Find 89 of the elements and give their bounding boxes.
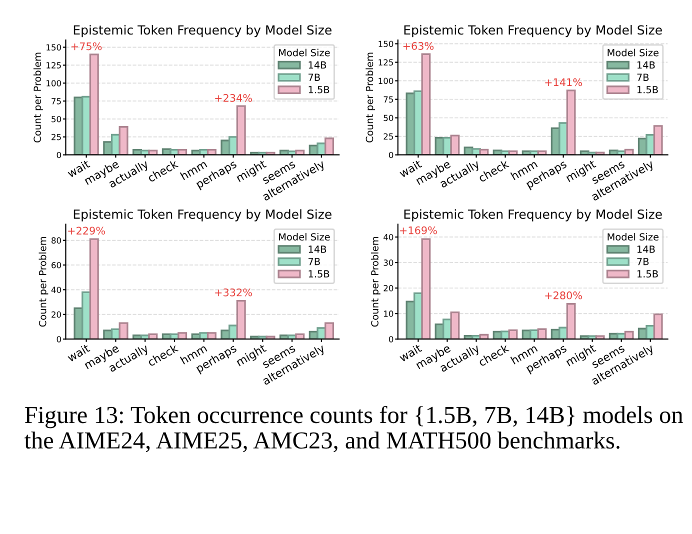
bar (508, 329, 518, 340)
bar (595, 152, 605, 155)
y-tick-label: 0 (56, 336, 62, 342)
legend-title: Model Size (608, 48, 659, 56)
bar (178, 332, 188, 340)
annotation: +63% (403, 42, 434, 50)
legend-label: 7B (637, 258, 649, 266)
bar (266, 152, 276, 155)
bar (566, 90, 576, 155)
bar (653, 314, 663, 340)
bar (421, 238, 431, 340)
y-tick-label: 40 (51, 286, 62, 293)
annotation: +229% (68, 226, 105, 235)
legend-title: Model Size (608, 233, 659, 241)
legend-label: 14B (308, 246, 326, 253)
bar (450, 311, 460, 340)
annotation: +332% (215, 288, 252, 296)
y-tick-label: 0 (388, 336, 394, 342)
y-tick-label: 25 (384, 133, 394, 140)
bar (624, 148, 634, 155)
legend-label: 14B (637, 61, 655, 69)
chart-title: Epistemic Token Frequency by Model Size (74, 24, 332, 38)
y-tick-label: 40 (384, 234, 394, 240)
legend-label: 1.5B (637, 86, 658, 94)
annotation: +169% (400, 226, 437, 234)
chart-title: Epistemic Token Frequency by Model Size (404, 24, 662, 38)
y-tick-label: 20 (384, 285, 394, 292)
y-tick-label: 10 (384, 310, 394, 317)
bar (236, 105, 246, 155)
bar (118, 322, 128, 340)
legend-label: 7B (308, 74, 320, 81)
legend-label: 1.5B (308, 270, 330, 278)
bar (89, 54, 99, 155)
legend-label: 1.5B (308, 86, 330, 94)
y-tick-label: 80 (52, 237, 62, 244)
y-tick-label: 30 (384, 260, 394, 266)
bar (295, 150, 305, 155)
y-tick-label: 125 (378, 59, 394, 66)
legend-label: 1.5B (637, 270, 658, 278)
bar (178, 149, 188, 155)
bar (324, 322, 334, 340)
y-tick-label: 150 (378, 40, 394, 48)
y-tick-label: 50 (384, 114, 394, 122)
chart-title: Epistemic Token Frequency by Model Size (74, 209, 332, 222)
y-tick-label: 75 (384, 96, 394, 103)
caption: Figure 13: Token occurrence counts for {1.5B, 7B, 14B} models on the AIME24, AIME25, AMC23, and MATH500 benchmarks. (24, 406, 683, 452)
bar (148, 150, 158, 155)
annotation: +75% (71, 42, 102, 50)
bar (537, 328, 547, 340)
bar (450, 134, 460, 155)
chart-title: Epistemic Token Frequency by Model Size (404, 209, 662, 222)
bar (148, 333, 158, 340)
y-axis-title: Count per Problem (38, 237, 48, 327)
bar (324, 138, 334, 155)
legend-label: 7B (308, 258, 320, 266)
bar (421, 53, 431, 155)
y-tick-label: 25 (52, 134, 61, 140)
y-tick-label: 100 (46, 80, 62, 86)
annotation: +280% (545, 291, 582, 300)
bar (206, 332, 216, 340)
y-tick-label: 0 (56, 152, 62, 158)
y-axis-title: Count per Problem (370, 237, 380, 327)
legend-label: 14B (308, 61, 326, 69)
annotation: +234% (215, 94, 252, 102)
y-tick-label: 75 (52, 98, 61, 104)
bar (89, 238, 99, 340)
y-axis-title: Count per Problem (33, 52, 43, 142)
annotation: +141% (545, 78, 582, 86)
bar (295, 333, 305, 340)
y-tick-label: 60 (52, 262, 62, 268)
y-tick-label: 50 (52, 116, 62, 122)
bar (653, 125, 663, 155)
bar (206, 149, 216, 155)
legend-title: Model Size (279, 233, 330, 241)
bar (566, 303, 576, 340)
bar (118, 126, 128, 155)
y-axis-title: Count per Problem (366, 52, 376, 142)
legend-label: 7B (637, 74, 649, 81)
bar (479, 148, 489, 155)
bar (595, 335, 605, 340)
legend-label: 14B (637, 246, 655, 253)
legend-title: Model Size (279, 48, 330, 56)
y-tick-label: 20 (52, 311, 62, 318)
bar (236, 300, 246, 340)
bar (624, 330, 634, 340)
y-tick-label: 0 (388, 152, 394, 158)
y-tick-label: 100 (378, 78, 394, 84)
y-tick-label: 150 (46, 44, 62, 51)
y-tick-label: 125 (46, 62, 61, 68)
